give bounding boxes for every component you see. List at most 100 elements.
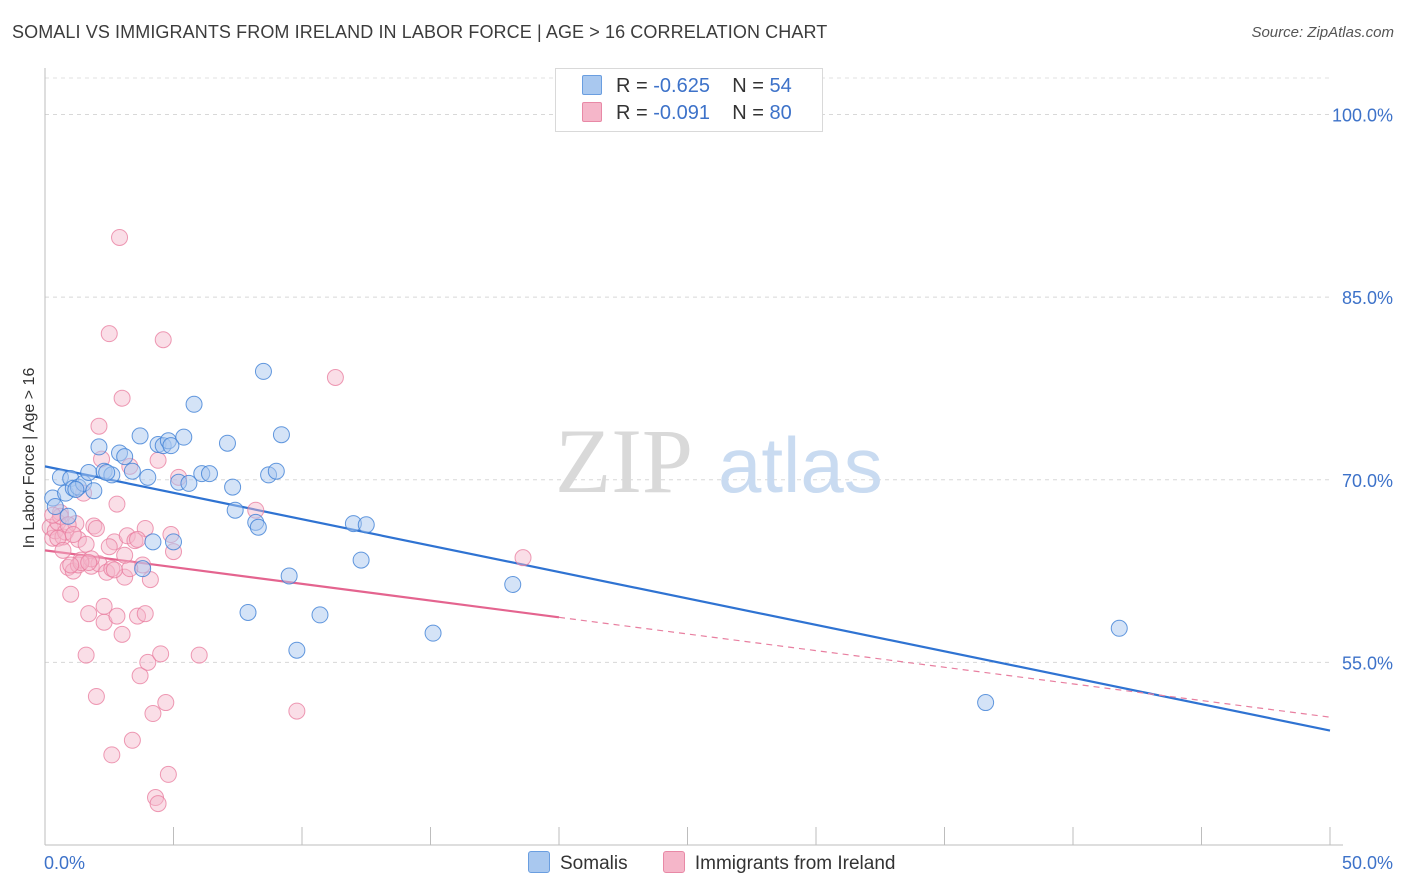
- ireland-point: [139, 653, 157, 671]
- ireland-point: [80, 554, 98, 572]
- legend-n-label: N =: [732, 102, 764, 124]
- legend-r-value: -0.091: [653, 102, 710, 124]
- somali-point: [1110, 619, 1128, 637]
- somali-point: [254, 362, 272, 380]
- ireland-point: [85, 517, 103, 535]
- y-tick-label: 70.0%: [1342, 471, 1393, 491]
- somali-point: [116, 448, 134, 466]
- somali-point: [90, 438, 108, 456]
- legend-item-ireland: Immigrants from Ireland: [662, 851, 896, 875]
- trend-lines: [44, 465, 1331, 732]
- somali-point: [352, 551, 370, 569]
- ireland-point: [131, 667, 149, 685]
- y-tick-label: 85.0%: [1342, 288, 1393, 308]
- somali-point: [165, 533, 182, 551]
- ireland-point: [136, 605, 154, 623]
- watermark-atlas: atlas: [718, 421, 883, 509]
- somali-point: [139, 468, 157, 486]
- somali-point: [424, 624, 442, 642]
- somali-point: [239, 603, 257, 621]
- somali-point: [226, 501, 244, 519]
- legend-row-ireland: R = -0.091 N = 80: [582, 102, 792, 128]
- somali-point: [144, 533, 162, 551]
- somali-point: [46, 498, 64, 516]
- somali-point: [288, 641, 306, 659]
- somali-point: [131, 427, 149, 445]
- ireland-point: [152, 645, 170, 663]
- data-points: [41, 228, 1128, 813]
- somali-point: [80, 463, 98, 481]
- ireland-point: [326, 368, 344, 386]
- ireland-point: [149, 795, 167, 813]
- watermark: ZIP atlas: [555, 410, 883, 512]
- ireland-trend-line: [44, 549, 560, 619]
- series-legend: Somalis Immigrants from Ireland: [528, 851, 925, 875]
- somali-point: [180, 474, 198, 492]
- legend-n-value: 80: [769, 102, 792, 124]
- ireland-point: [77, 646, 95, 664]
- ireland-point: [108, 495, 126, 513]
- somali-point: [200, 465, 218, 483]
- somali-point: [185, 395, 203, 413]
- ireland-point: [62, 585, 80, 603]
- somali-point: [267, 462, 285, 480]
- somali-point: [249, 518, 267, 536]
- somali-point: [272, 426, 290, 444]
- ireland-point: [129, 530, 147, 548]
- somali-point: [134, 560, 152, 578]
- somali-point: [218, 434, 236, 452]
- ireland-point: [111, 228, 129, 246]
- legend-swatch-blue: [582, 75, 602, 95]
- ireland-point: [157, 694, 175, 712]
- ireland-point: [54, 541, 72, 559]
- source-label: Source: ZipAtlas.com: [1251, 24, 1394, 41]
- x-tick-label: 50.0%: [1342, 853, 1393, 873]
- ireland-point: [144, 705, 162, 723]
- legend-swatch-pink: [582, 102, 602, 122]
- x-tick-label: 0.0%: [44, 853, 85, 873]
- ireland-point: [100, 538, 118, 556]
- watermark-zip: ZIP: [555, 410, 693, 512]
- somali-point: [175, 428, 193, 446]
- ireland-point: [159, 765, 177, 783]
- legend-swatch-blue: [528, 851, 550, 873]
- ireland-point: [123, 731, 141, 749]
- y-axis-label: In Labor Force | Age > 16: [21, 368, 38, 549]
- ireland-point: [103, 746, 121, 764]
- ireland-point: [154, 331, 172, 349]
- legend-r-label: R =: [616, 102, 648, 124]
- ireland-point: [105, 561, 123, 579]
- ireland-point: [113, 625, 131, 643]
- legend-n-label: N =: [732, 75, 764, 97]
- somali-point: [98, 463, 116, 481]
- ireland-point: [100, 325, 118, 343]
- ireland-point: [149, 451, 167, 469]
- ireland-point: [87, 687, 105, 705]
- ireland-point: [87, 519, 105, 537]
- ireland-point: [190, 646, 208, 664]
- ireland-point: [514, 549, 532, 567]
- ireland-point: [116, 546, 134, 564]
- somali-point: [357, 516, 375, 534]
- y-tick-label: 100.0%: [1332, 106, 1393, 126]
- chart-title: SOMALI VS IMMIGRANTS FROM IRELAND IN LAB…: [12, 22, 828, 42]
- legend-label: Immigrants from Ireland: [694, 853, 896, 874]
- axes: [44, 68, 1343, 846]
- ireland-point: [64, 526, 82, 544]
- correlation-legend: R = -0.625 N = 54 R = -0.091 N = 80: [555, 68, 823, 132]
- somali-point: [977, 694, 995, 712]
- ireland-point: [108, 607, 126, 625]
- legend-label: Somalis: [560, 853, 628, 874]
- somali-point: [224, 478, 242, 496]
- legend-row-somalis: R = -0.625 N = 54: [582, 75, 792, 101]
- somali-point: [85, 482, 103, 500]
- somali-point: [280, 567, 298, 585]
- ireland-point: [77, 535, 95, 553]
- somali-point: [162, 437, 180, 455]
- legend-item-somalis: Somalis: [528, 851, 628, 875]
- somali-point: [504, 575, 522, 593]
- somali-point: [67, 481, 85, 499]
- ireland-point: [62, 556, 80, 574]
- legend-swatch-pink: [662, 851, 685, 873]
